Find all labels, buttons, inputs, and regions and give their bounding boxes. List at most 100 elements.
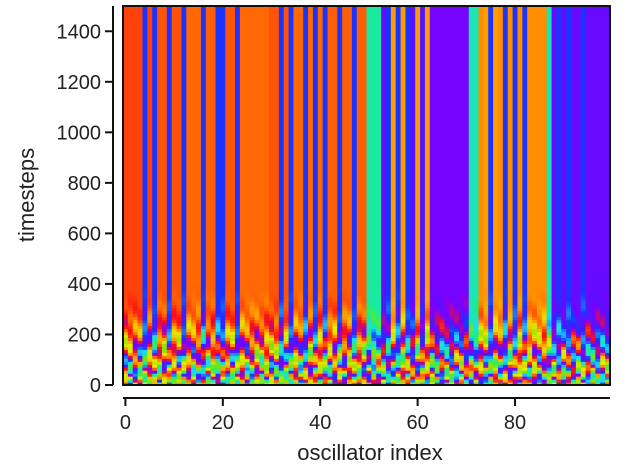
heatmap-cell — [590, 322, 596, 327]
heatmap-cell — [356, 370, 363, 374]
heatmap-cell — [327, 331, 334, 336]
heatmap-cell — [478, 319, 484, 324]
heatmap-cell — [410, 361, 416, 365]
heatmap-cell — [522, 367, 528, 371]
heatmap-cell — [381, 364, 387, 368]
heatmap-cell — [571, 346, 577, 350]
heatmap-cell — [351, 352, 358, 356]
heatmap-cell — [123, 289, 129, 294]
heatmap-cell — [385, 334, 392, 339]
heatmap-cell — [468, 301, 475, 306]
heatmap-cell — [356, 334, 363, 339]
heatmap-cell — [605, 367, 611, 371]
heatmap-cell — [312, 337, 319, 342]
heatmap-cell — [127, 292, 134, 297]
heatmap-cell — [366, 319, 372, 324]
heatmap-cell — [127, 361, 134, 365]
heatmap-cell — [337, 367, 343, 371]
heatmap-cell — [317, 337, 324, 342]
heatmap-cell — [424, 307, 431, 312]
heatmap-cell — [269, 376, 275, 380]
heatmap-cell — [459, 289, 465, 294]
heatmap-cell — [181, 283, 187, 288]
heatmap-cell — [225, 322, 231, 327]
heatmap-cell — [239, 361, 246, 365]
heatmap-cell — [332, 283, 338, 288]
heatmap-cell — [317, 316, 324, 321]
heatmap-cell — [532, 310, 538, 315]
heatmap-cell — [147, 376, 153, 380]
heatmap-cell — [127, 343, 134, 347]
heatmap-cell — [220, 382, 226, 386]
heatmap-cell — [332, 319, 338, 324]
heatmap-cell — [269, 6, 275, 285]
heatmap-cell — [502, 313, 509, 318]
heatmap-cell — [385, 340, 392, 344]
heatmap-cell — [571, 301, 577, 306]
heatmap-cell — [127, 283, 134, 288]
heatmap-cell — [171, 355, 178, 359]
heatmap-cell — [147, 307, 153, 312]
heatmap-cell — [186, 301, 192, 306]
heatmap-cell — [527, 337, 533, 342]
heatmap-cell — [200, 358, 207, 362]
heatmap-cell — [196, 310, 202, 315]
heatmap-cell — [478, 301, 484, 306]
heatmap-cell — [395, 334, 402, 339]
heatmap-cell — [127, 286, 134, 291]
heatmap-cell — [215, 316, 221, 321]
heatmap-cell — [312, 343, 319, 347]
heatmap-cell — [390, 313, 397, 318]
heatmap-cell — [449, 361, 455, 365]
heatmap-cell — [123, 301, 129, 306]
heatmap-cell — [507, 376, 514, 380]
heatmap-cell — [497, 286, 504, 291]
heatmap-cell — [459, 331, 465, 336]
heatmap-cell — [478, 328, 484, 333]
heatmap-cell — [507, 322, 514, 327]
heatmap-cell — [488, 316, 494, 321]
heatmap-cell — [449, 328, 455, 333]
heatmap-cell — [385, 358, 392, 362]
heatmap-cell — [590, 6, 596, 285]
heatmap-cell — [264, 370, 270, 374]
heatmap-cell — [439, 298, 446, 303]
heatmap-cell — [600, 286, 606, 291]
heatmap-cell — [244, 313, 251, 318]
heatmap-cell — [541, 376, 548, 380]
heatmap-cell — [444, 283, 450, 288]
heatmap-cell — [439, 313, 446, 318]
heatmap-cell — [551, 370, 558, 374]
heatmap-cell — [283, 349, 290, 353]
heatmap-cell — [585, 346, 592, 350]
heatmap-cell — [225, 352, 231, 356]
heatmap-cell — [132, 340, 139, 344]
heatmap-cell — [483, 382, 489, 386]
heatmap-cell — [123, 6, 129, 285]
heatmap-cell — [351, 298, 358, 303]
heatmap-cell — [512, 334, 519, 339]
heatmap-cell — [561, 301, 567, 306]
heatmap-cell — [157, 370, 163, 374]
heatmap-cell — [522, 298, 528, 303]
heatmap-cell — [395, 358, 402, 362]
heatmap-cell — [152, 361, 158, 365]
x-tick-label: 0 — [120, 412, 131, 434]
heatmap-cell — [541, 367, 548, 371]
heatmap-cell — [478, 286, 484, 291]
heatmap-cell — [327, 340, 334, 344]
heatmap-cell — [312, 283, 319, 288]
heatmap-cell — [298, 337, 304, 342]
heatmap-cell — [371, 379, 377, 383]
heatmap-cell — [532, 286, 538, 291]
heatmap-cell — [385, 376, 392, 380]
heatmap-cell — [147, 355, 153, 359]
heatmap-cell — [571, 6, 577, 285]
heatmap-cell — [235, 304, 241, 309]
heatmap-cell — [527, 286, 533, 291]
heatmap-cell — [220, 289, 226, 294]
heatmap-cell — [424, 337, 431, 342]
heatmap-cell — [332, 334, 338, 339]
heatmap-cell — [137, 382, 144, 386]
heatmap-cell — [459, 313, 465, 318]
